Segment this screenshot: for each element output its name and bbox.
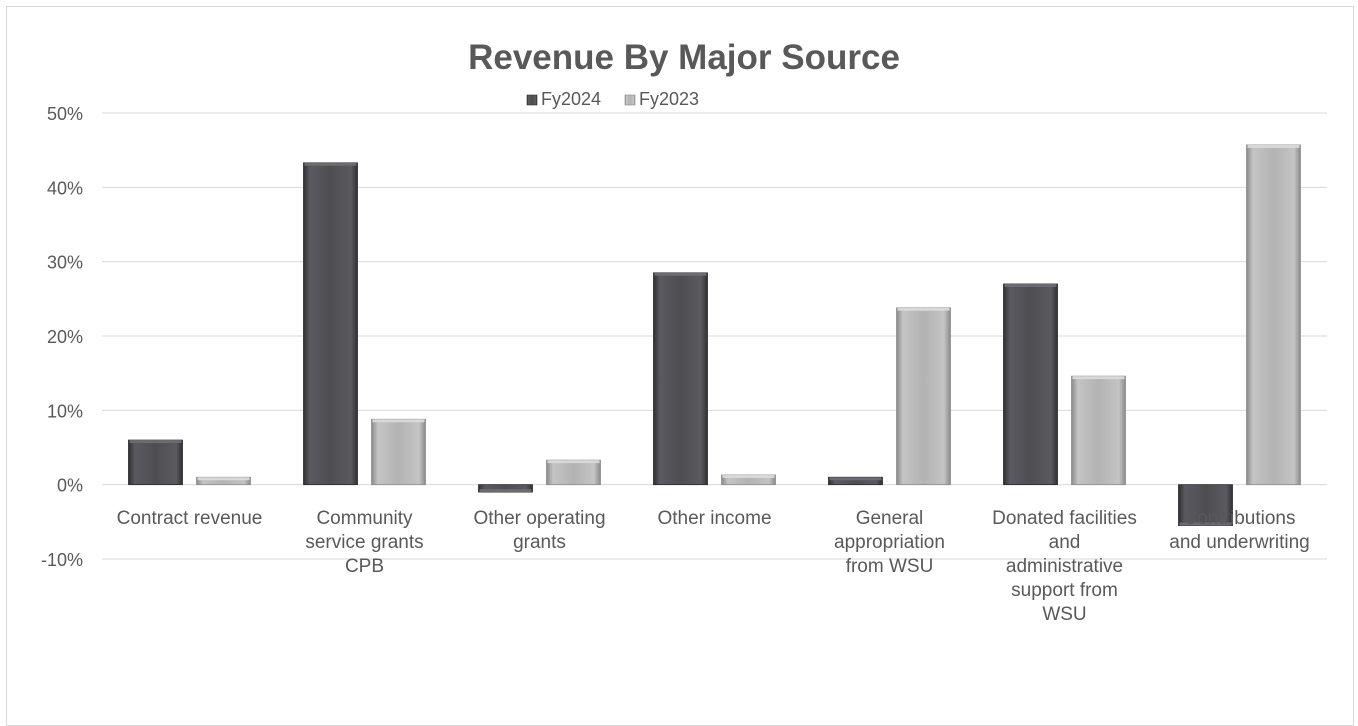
gridlines	[102, 112, 1327, 560]
bar-fy2024	[128, 439, 183, 486]
bar-bevel	[304, 162, 357, 166]
legend-swatch-fy2024	[526, 94, 538, 106]
legend-label-fy2023: Fy2023	[639, 89, 699, 109]
legend-label-fy2024: Fy2024	[541, 89, 601, 109]
chart-frame: Revenue By Major Source Fy2024 Fy2023 50%…	[6, 6, 1354, 726]
y-tick-label: 30%	[47, 253, 83, 273]
bar-fy2023	[1071, 375, 1126, 486]
y-tick-label: 40%	[47, 178, 83, 198]
bar-bevel	[197, 477, 250, 481]
bar-bevel	[897, 307, 950, 311]
bar-fy2024	[1178, 484, 1233, 526]
bar-fy2023	[896, 307, 951, 486]
category-label: Donated facilities and administrative suppo…	[992, 508, 1137, 625]
bar-bevel	[1179, 522, 1232, 526]
bar-fy2024	[653, 272, 708, 486]
bar-bevel	[1004, 283, 1057, 287]
bar-fy2023	[1246, 144, 1301, 486]
category-label: General appropriation from WSU	[834, 508, 945, 577]
category-label: Contributions and underwriting	[1169, 508, 1309, 553]
category-label: Community service grants CPB	[305, 508, 423, 577]
revenue-chart: Revenue By Major Source Fy2024 Fy2023 50%…	[41, 38, 1327, 625]
bar-bevel	[654, 272, 707, 276]
bar-bevel	[547, 460, 600, 464]
legend-swatch-fy2023	[624, 94, 636, 106]
bar-bevel	[372, 419, 425, 423]
bar-bevel	[722, 475, 775, 479]
y-tick-label: 0%	[57, 476, 83, 496]
y-tick-label: -10%	[41, 550, 83, 570]
bar-bevel	[829, 477, 882, 481]
legend: Fy2024 Fy2023	[526, 89, 699, 109]
bar-fy2024	[303, 162, 358, 486]
category-label: Other income	[657, 508, 771, 529]
bar-bevel	[1072, 376, 1125, 380]
bar-fy2023	[371, 418, 426, 486]
y-tick-label: 50%	[47, 104, 83, 124]
bar-fy2024	[1003, 283, 1058, 486]
chart-title: Revenue By Major Source	[468, 38, 900, 77]
bar-fy2023	[546, 459, 601, 486]
category-label: Other operating grants	[473, 508, 605, 553]
x-axis: Contract revenue Community service grants C…	[117, 508, 1310, 625]
y-tick-label: 20%	[47, 327, 83, 347]
bar-bevel	[129, 440, 182, 444]
y-tick-label: 10%	[47, 401, 83, 421]
y-axis: 50% 40% 30% 20% 10% 0% -10%	[41, 104, 83, 570]
bar-bevel	[479, 489, 532, 493]
bars	[128, 144, 1301, 526]
bar-bevel	[1247, 144, 1300, 148]
category-label: Contract revenue	[117, 508, 263, 529]
